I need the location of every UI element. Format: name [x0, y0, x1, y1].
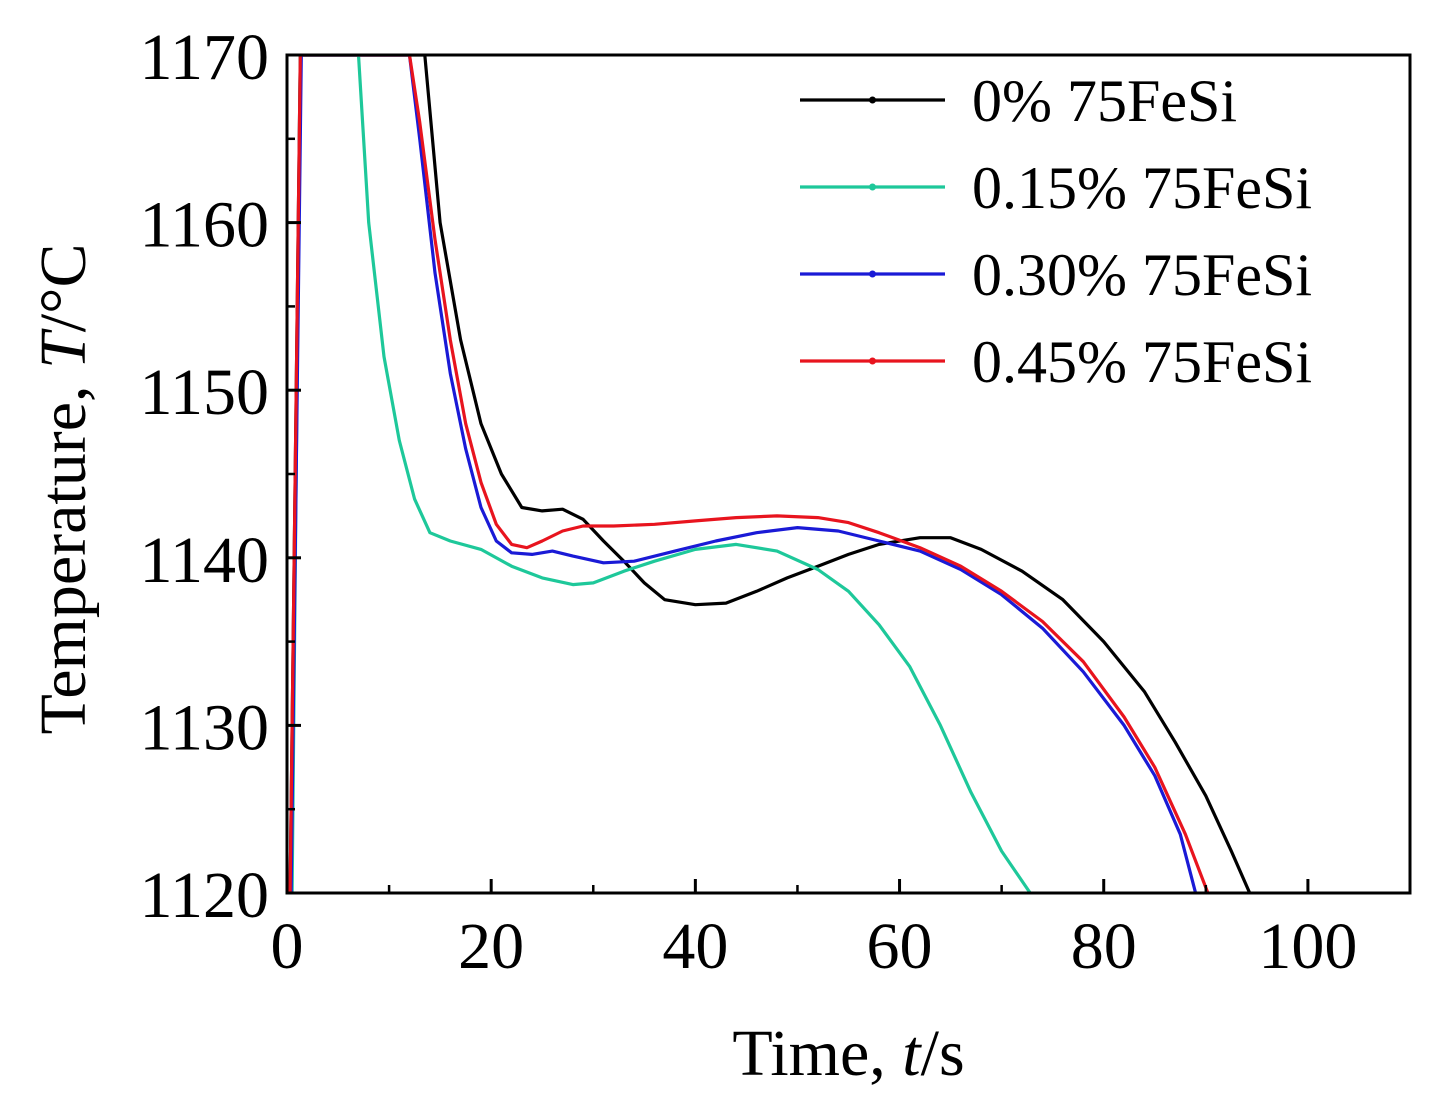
series-line-2: [289, 55, 1198, 893]
y-axis-title-unit: /°C: [27, 244, 100, 333]
x-axis-title-var: t: [902, 1017, 922, 1090]
legend-marker-1: [869, 183, 876, 191]
legend-label-2: 0.30% 75FeSi: [972, 242, 1312, 308]
series-line-3: [288, 55, 1210, 893]
y-tick-label: 1170: [139, 21, 269, 94]
legend-label-3: 0.45% 75FeSi: [972, 329, 1312, 395]
x-axis-title-prefix: Time,: [732, 1017, 902, 1090]
legend-label-1: 0.15% 75FeSi: [972, 155, 1312, 221]
x-tick-label: 60: [867, 910, 933, 983]
series-line-1: [290, 55, 1032, 893]
x-tick-label: 40: [662, 910, 728, 983]
ticks-layer: 0 20 40 60 80 100 1120 1130 1140 1150 1160 1170: [139, 21, 1357, 983]
x-tick-label: 0: [271, 910, 304, 983]
y-tick-label: 1120: [139, 859, 269, 932]
x-tick-label: 100: [1258, 910, 1357, 983]
x-axis-title: Time, t/s: [732, 1017, 964, 1090]
y-axis-title-prefix: Temperature,: [27, 369, 100, 735]
x-tick-label: 80: [1071, 910, 1137, 983]
legend-label-0: 0% 75FeSi: [972, 68, 1237, 134]
y-axis-title-var: T: [27, 328, 100, 369]
y-tick-label: 1150: [139, 356, 269, 429]
y-tick-label: 1130: [139, 691, 269, 764]
legend-marker-0: [869, 96, 876, 104]
x-axis-title-unit: /s: [921, 1017, 965, 1090]
series-line-0: [288, 55, 1252, 893]
legend-marker-3: [869, 357, 876, 365]
y-axis-title: Temperature, T/°C: [27, 244, 100, 735]
y-tick-label: 1140: [139, 524, 269, 597]
series-layer: [288, 55, 1252, 893]
legend-marker-2: [869, 270, 876, 278]
legend: 0% 75FeSi 0.15% 75FeSi 0.30% 75FeSi 0.45% 7…: [800, 68, 1312, 395]
x-tick-label: 20: [458, 910, 524, 983]
y-tick-label: 1160: [139, 189, 269, 262]
